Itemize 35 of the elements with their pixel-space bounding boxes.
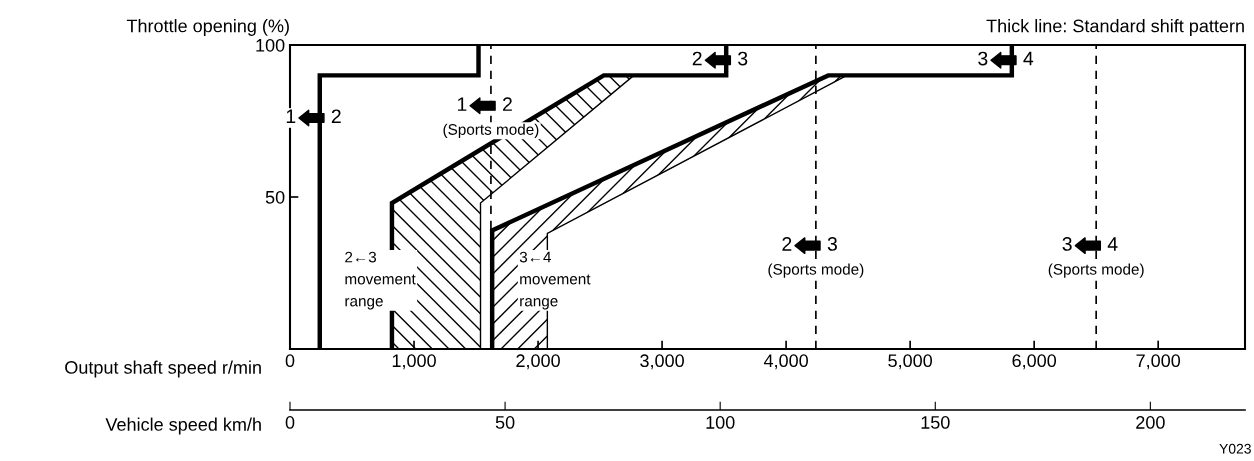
x2-tick-label: 150 [921,416,950,429]
chart-title: Thick line: Standard shift pattern [986,19,1244,36]
x-tick-label: 5,000 [888,354,933,370]
annotation: 3←4 movement range [519,251,591,310]
x-axis-title: Output shaft speed r/min [65,360,261,378]
y-axis-title: Throttle opening (%) [126,19,289,36]
annotation: 2 [331,109,341,123]
annotation: 4 [1023,51,1034,66]
x-tick-label: 0 [285,354,295,368]
annotation: 2 [503,97,512,111]
x-tick-label: 6,000 [1012,354,1057,370]
annotation: (Sports mode) [443,123,539,138]
annotation: (Sports mode) [1048,263,1144,278]
x-tick-label: 1,000 [392,354,436,370]
x-tick-label: 3,000 [640,354,684,370]
annotation: (Sports mode) [768,263,864,278]
annotation: 3 [738,51,748,66]
x-tick-label: 4,000 [763,354,808,370]
annotation: 3 [1062,237,1072,251]
annotation: 3 [827,237,837,251]
x-tick-label: 2,000 [516,354,560,370]
annotation: 1 [286,109,296,123]
annotation: 4 [1107,237,1118,251]
annotation: 1 [457,97,467,111]
x2-tick-label: 50 [495,416,515,429]
annotation: 2←3 movement range [345,251,416,310]
text: Y023 [1219,443,1251,454]
annotation: 2 [692,51,702,66]
x2-tick-label: 100 [706,416,735,429]
x2-axis-title: Vehicle speed km/h [105,417,261,435]
x-tick-label: 7,000 [1136,354,1181,370]
x2-tick-label: 0 [285,416,295,429]
x2-tick-label: 200 [1136,416,1165,429]
annotation: 3 [978,51,988,66]
annotation: 2 [782,237,792,251]
